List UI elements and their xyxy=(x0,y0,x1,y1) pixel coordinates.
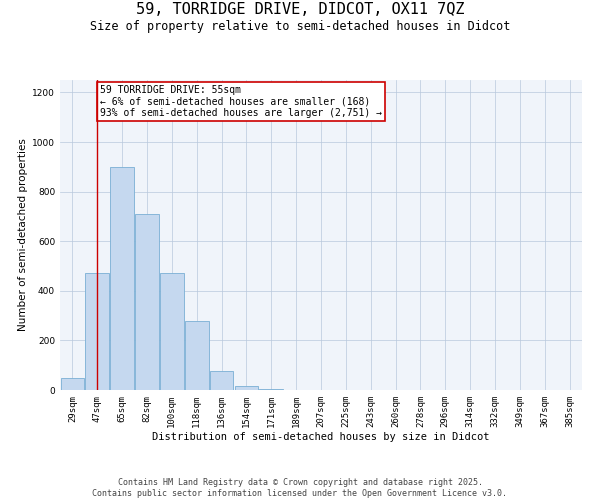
Bar xyxy=(210,372,233,390)
Bar xyxy=(85,274,109,390)
Text: Contains HM Land Registry data © Crown copyright and database right 2025.
Contai: Contains HM Land Registry data © Crown c… xyxy=(92,478,508,498)
Bar xyxy=(235,386,258,390)
Bar xyxy=(61,378,84,390)
Text: 59, TORRIDGE DRIVE, DIDCOT, OX11 7QZ: 59, TORRIDGE DRIVE, DIDCOT, OX11 7QZ xyxy=(136,2,464,18)
Bar xyxy=(110,167,134,390)
Bar xyxy=(259,389,283,390)
Bar xyxy=(185,320,209,390)
Y-axis label: Number of semi-detached properties: Number of semi-detached properties xyxy=(18,138,28,332)
Text: 59 TORRIDGE DRIVE: 55sqm
← 6% of semi-detached houses are smaller (168)
93% of s: 59 TORRIDGE DRIVE: 55sqm ← 6% of semi-de… xyxy=(100,85,382,118)
Bar xyxy=(160,274,184,390)
Text: Distribution of semi-detached houses by size in Didcot: Distribution of semi-detached houses by … xyxy=(152,432,490,442)
Text: Size of property relative to semi-detached houses in Didcot: Size of property relative to semi-detach… xyxy=(90,20,510,33)
Bar xyxy=(135,214,159,390)
